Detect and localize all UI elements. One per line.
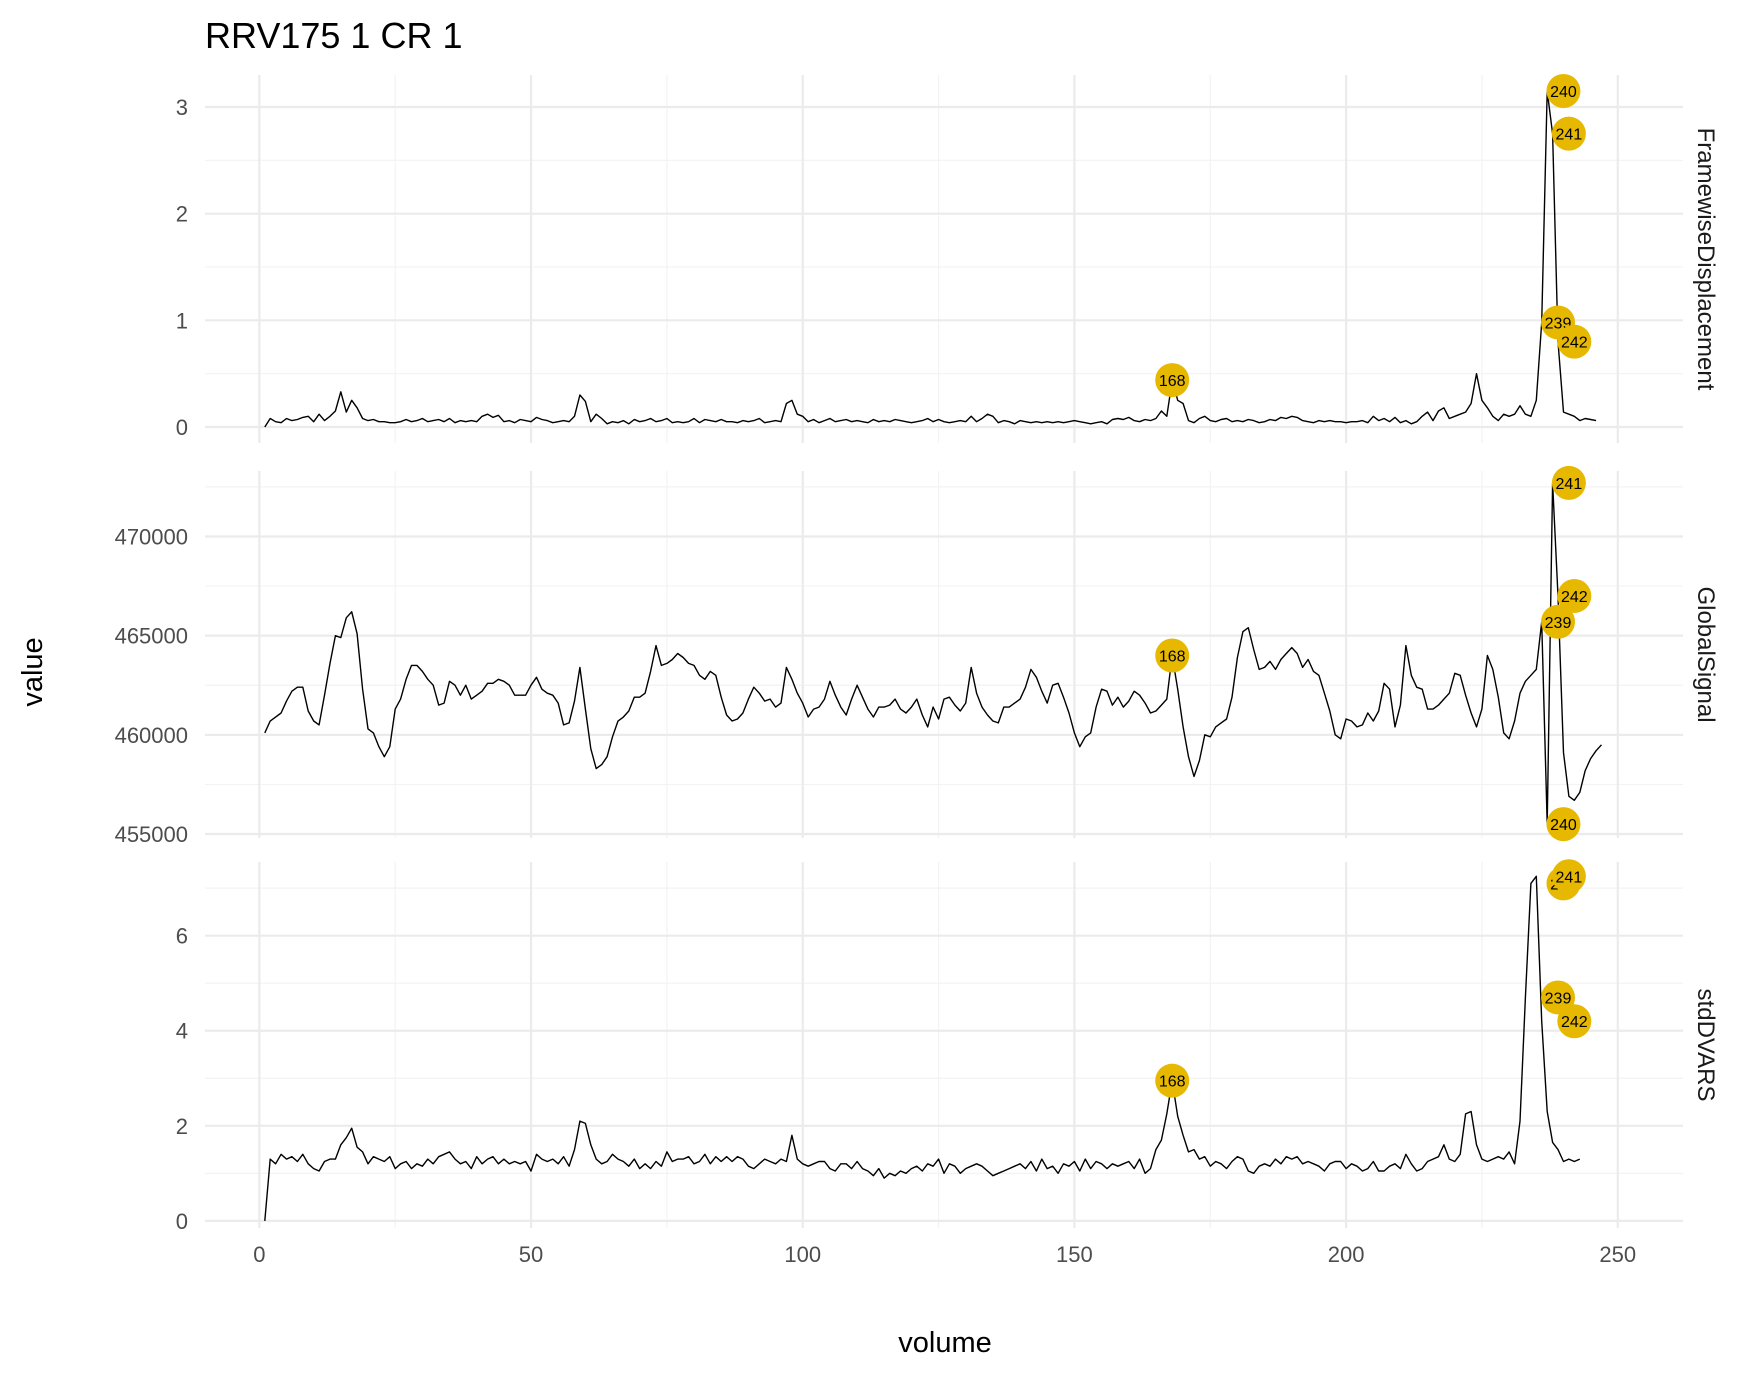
outlier-point-label: 240	[1550, 84, 1577, 101]
facet-strip-label: stdDVARS	[1692, 989, 1719, 1102]
y-tick-label: 4	[176, 1019, 188, 1044]
x-tick-label: 250	[1599, 1242, 1636, 1267]
x-tick-label: 100	[784, 1242, 821, 1267]
x-tick-label: 150	[1056, 1242, 1093, 1267]
outlier-point	[1546, 74, 1581, 108]
facet-strip-label: GlobalSignal	[1692, 586, 1719, 722]
x-tick-label: 200	[1328, 1242, 1365, 1267]
outlier-point-label: 242	[1561, 335, 1588, 352]
outlier-point	[1557, 1004, 1592, 1039]
panel-GlobalSignal: 455000 460000 465000 470000 168 239 240 241 242 G…	[115, 465, 1719, 847]
outlier-point	[1557, 324, 1592, 359]
x-axis-title: volume	[898, 1327, 992, 1359]
y-tick-label: 470000	[115, 524, 188, 549]
y-tick-label: 6	[176, 924, 188, 949]
outlier-point	[1155, 363, 1190, 398]
outlier-point-label: 241	[1556, 869, 1583, 886]
outlier-point-label: 239	[1545, 615, 1572, 632]
outlier-point	[1551, 116, 1586, 151]
y-tick-label: 3	[176, 95, 188, 120]
y-tick-label: 0	[176, 1209, 188, 1234]
y-tick-label: 2	[176, 1114, 188, 1139]
facet-strip-label: FramewiseDisplacement	[1692, 128, 1719, 391]
outlier-point-label: 168	[1159, 648, 1186, 665]
outlier-point-label: 168	[1159, 1074, 1186, 1091]
outlier-point	[1155, 1063, 1190, 1098]
outlier-point	[1541, 980, 1576, 1015]
outlier-point	[1541, 604, 1576, 639]
series-line-stdDVARS	[264, 875, 1581, 1221]
outlier-point-label: 241	[1556, 127, 1583, 144]
outlier-point-label: 168	[1159, 373, 1186, 390]
outlier-point	[1557, 578, 1592, 613]
chart-title: RRV175 1 CR 1	[205, 15, 462, 56]
y-tick-label: 2	[176, 202, 188, 227]
outlier-point	[1546, 807, 1581, 842]
series-line-FramewiseDisplacement	[264, 90, 1597, 428]
outlier-point-label: 239	[1545, 990, 1572, 1007]
y-tick-label: 465000	[115, 624, 188, 649]
y-tick-label: 0	[176, 415, 188, 440]
y-axis-title: value	[17, 637, 49, 706]
outlier-point-label: 241	[1556, 476, 1583, 493]
outlier-point	[1551, 465, 1586, 500]
outlier-point	[1155, 638, 1190, 673]
y-tick-label: 455000	[115, 822, 188, 847]
y-tick-label: 1	[176, 308, 188, 333]
x-tick-label: 50	[519, 1242, 543, 1267]
outlier-point-label: 240	[1550, 817, 1577, 834]
x-tick-label: 0	[253, 1242, 265, 1267]
series-line-GlobalSignal	[264, 482, 1603, 825]
outlier-point	[1551, 859, 1586, 894]
outlier-point-label: 242	[1561, 589, 1588, 606]
y-tick-label: 460000	[115, 723, 188, 748]
panel-stdDVARS: 0246168239240241242stdDVARS	[176, 859, 1719, 1234]
outlier-point-label: 242	[1561, 1014, 1588, 1031]
